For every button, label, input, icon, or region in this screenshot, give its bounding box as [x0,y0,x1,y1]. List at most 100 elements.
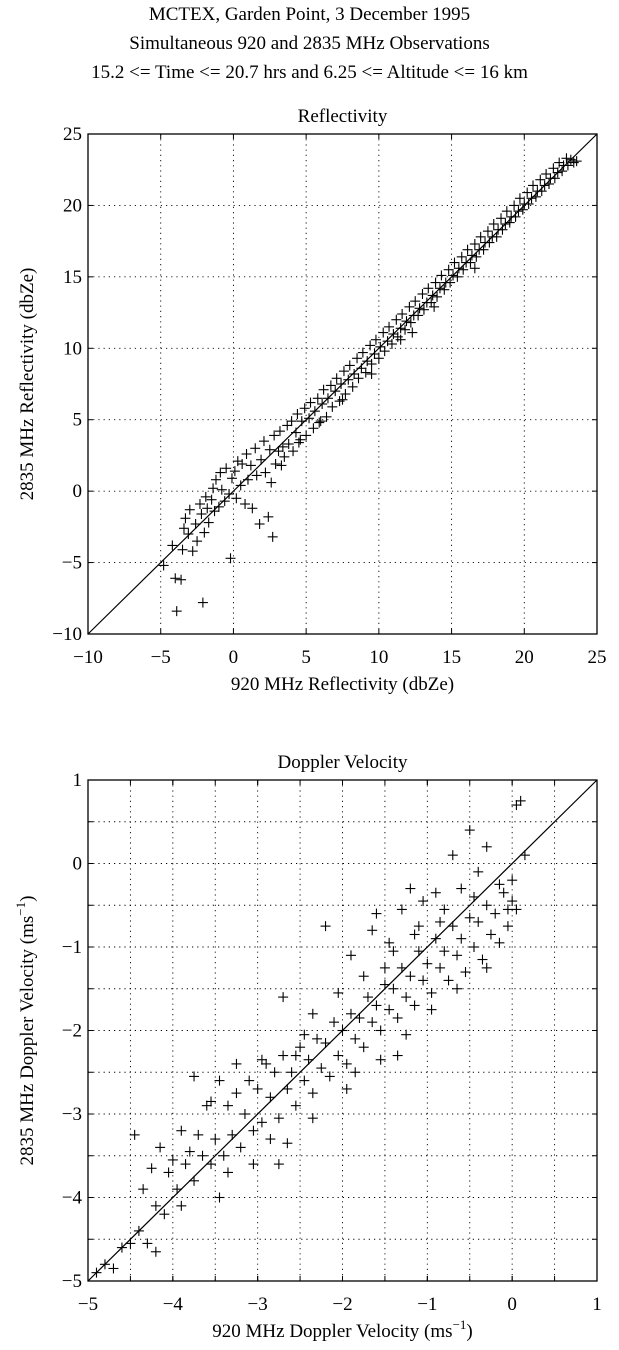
data-point [367,925,378,936]
data-point [507,875,518,886]
data-point [184,504,195,515]
axis-label-text: 2835 MHz Reflectivity (dbZe) [17,268,38,501]
data-point [475,231,486,242]
data-point [568,157,579,168]
data-point [453,263,464,274]
data-point [116,1242,127,1253]
data-point [183,529,194,539]
data-point [307,1008,318,1019]
data-point [427,290,438,301]
data-point [507,896,518,907]
data-point [225,553,236,564]
x-tick-label: 20 [515,647,534,668]
data-point [265,1134,276,1145]
data-point [288,446,299,457]
data-point [341,1083,352,1094]
data-point [196,509,207,519]
data-point [248,1159,259,1170]
data-point [180,513,191,524]
data-point [303,1054,314,1065]
data-point [541,169,552,179]
data-point [464,912,475,923]
data-point [519,850,530,861]
data-point [194,499,205,509]
data-point [477,954,488,965]
data-point [445,277,456,288]
data-point [391,314,402,325]
data-point [245,460,256,471]
data-point [336,379,347,389]
data-point [469,239,480,249]
data-point [99,1259,110,1270]
data-point [456,933,467,944]
figure-title-line-2: Simultaneous 920 and 2835 MHz Observatio… [129,33,490,54]
y-tick-label: −10 [52,624,82,645]
data-point [395,323,406,334]
data-point [405,971,416,982]
data-point [258,436,269,447]
x-tick-label: −4 [163,1294,184,1315]
data-point [305,397,316,408]
data-point [469,263,480,274]
data-point [384,937,395,948]
data-point [396,904,407,915]
data-point [200,491,211,502]
x-tick-label: −1 [417,1294,437,1315]
data-point [250,443,261,454]
data-point [379,962,390,973]
data-point [312,393,323,404]
y-tick-label: −4 [62,1188,83,1209]
data-point [456,251,467,262]
data-point [371,908,382,919]
data-point [273,446,284,457]
data-point [318,384,329,395]
data-point [500,219,511,229]
data-point [150,1200,161,1211]
y-tick-label: −2 [62,1021,82,1042]
data-point [142,1238,153,1249]
axis-label-exponent: −1 [13,902,28,916]
data-point [345,1008,356,1019]
data-point [366,359,377,369]
data-point [286,416,297,427]
y-tick-label: 1 [73,770,83,791]
data-point [240,499,251,509]
x-tick-label: 10 [369,647,388,668]
y-tick-label: −1 [62,937,82,958]
data-point [468,942,479,952]
data-point [435,962,446,973]
data-point [133,1225,144,1236]
data-point [449,257,460,268]
data-point [443,975,454,986]
data-point [197,597,208,608]
data-point [190,519,201,529]
y-tick-label: 0 [73,481,83,502]
x-tick-label: −3 [248,1294,268,1315]
data-point [434,283,445,294]
x-tick-label: −5 [151,647,171,668]
data-point [396,962,407,973]
x-tick-label: 1 [592,1294,602,1315]
data-point [256,1054,267,1065]
data-point [535,174,546,185]
data-point [330,386,341,397]
data-point [344,360,355,371]
data-point [511,904,522,915]
data-point [343,374,354,385]
axis-label-text: 920 MHz Doppler Velocity (ms [212,1321,452,1342]
data-point [239,1109,250,1119]
data-point [382,336,393,347]
data-point [430,933,441,944]
data-point [206,1159,217,1170]
data-point [222,1100,233,1111]
reflectivity-plot: −10 −5 0 5 10 15 20 25 −10 −5 0 5 10 15 20 25 Reflectivi… [17,106,607,695]
data-point [159,1209,170,1220]
data-point [193,1129,204,1140]
data-point [530,191,541,202]
data-point [392,1050,403,1061]
data-point [423,283,434,294]
data-point [219,496,230,507]
data-point [481,900,492,911]
data-point [214,1075,225,1086]
data-point [452,983,463,994]
